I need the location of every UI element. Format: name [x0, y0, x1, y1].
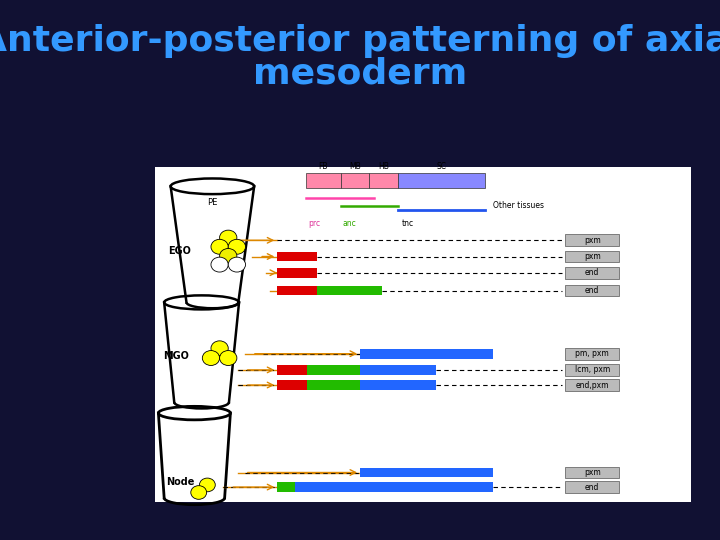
Text: Other tissues: Other tissues — [493, 201, 544, 210]
Ellipse shape — [211, 239, 228, 254]
Bar — [360, 380, 436, 390]
Ellipse shape — [211, 341, 228, 356]
Bar — [277, 286, 317, 295]
Ellipse shape — [199, 478, 215, 492]
Ellipse shape — [228, 257, 246, 272]
Ellipse shape — [191, 485, 207, 500]
Ellipse shape — [220, 248, 237, 264]
Text: pxm: pxm — [584, 236, 600, 245]
Bar — [565, 364, 619, 376]
Bar — [306, 173, 341, 188]
Text: end: end — [585, 483, 599, 491]
Bar — [360, 349, 493, 359]
Text: PE: PE — [207, 198, 217, 207]
Text: Node: Node — [166, 477, 194, 487]
Bar — [277, 268, 317, 278]
Ellipse shape — [220, 350, 237, 366]
Bar — [307, 365, 360, 375]
Bar — [565, 481, 619, 493]
Bar — [295, 482, 493, 492]
Bar — [565, 234, 619, 246]
Bar — [565, 251, 619, 262]
Bar — [341, 173, 369, 188]
Bar — [307, 380, 360, 390]
Text: pm, pxm: pm, pxm — [575, 349, 609, 358]
Bar — [277, 380, 307, 390]
Bar — [565, 348, 619, 360]
Text: anc: anc — [343, 219, 356, 228]
Text: HB: HB — [378, 162, 390, 171]
Bar — [360, 468, 493, 477]
Text: pxm: pxm — [584, 468, 600, 477]
Bar — [277, 252, 317, 261]
Bar — [565, 267, 619, 279]
Bar — [565, 285, 619, 296]
Text: end,pxm: end,pxm — [575, 381, 609, 389]
Text: MB: MB — [349, 162, 361, 171]
Text: pxm: pxm — [584, 252, 600, 261]
Bar — [565, 379, 619, 391]
Bar — [369, 173, 398, 188]
Text: prc: prc — [308, 219, 320, 228]
Bar — [277, 482, 295, 492]
Bar — [398, 173, 485, 188]
Bar — [277, 365, 307, 375]
Text: MGO: MGO — [163, 352, 189, 361]
Ellipse shape — [228, 239, 246, 254]
Bar — [317, 286, 382, 295]
Ellipse shape — [211, 257, 228, 272]
Ellipse shape — [202, 350, 220, 366]
Bar — [155, 167, 691, 502]
Text: lcm, pxm: lcm, pxm — [575, 366, 610, 374]
Text: FB: FB — [318, 162, 328, 171]
Text: Anterior-posterior patterning of axial: Anterior-posterior patterning of axial — [0, 24, 720, 58]
Text: end: end — [585, 286, 599, 295]
Bar — [565, 467, 619, 478]
Text: tnc: tnc — [402, 219, 414, 228]
Text: mesoderm: mesoderm — [253, 57, 467, 91]
Text: SC: SC — [436, 162, 446, 171]
Ellipse shape — [220, 230, 237, 245]
Text: EGO: EGO — [168, 246, 192, 256]
Bar — [360, 365, 436, 375]
Text: end: end — [585, 268, 599, 277]
